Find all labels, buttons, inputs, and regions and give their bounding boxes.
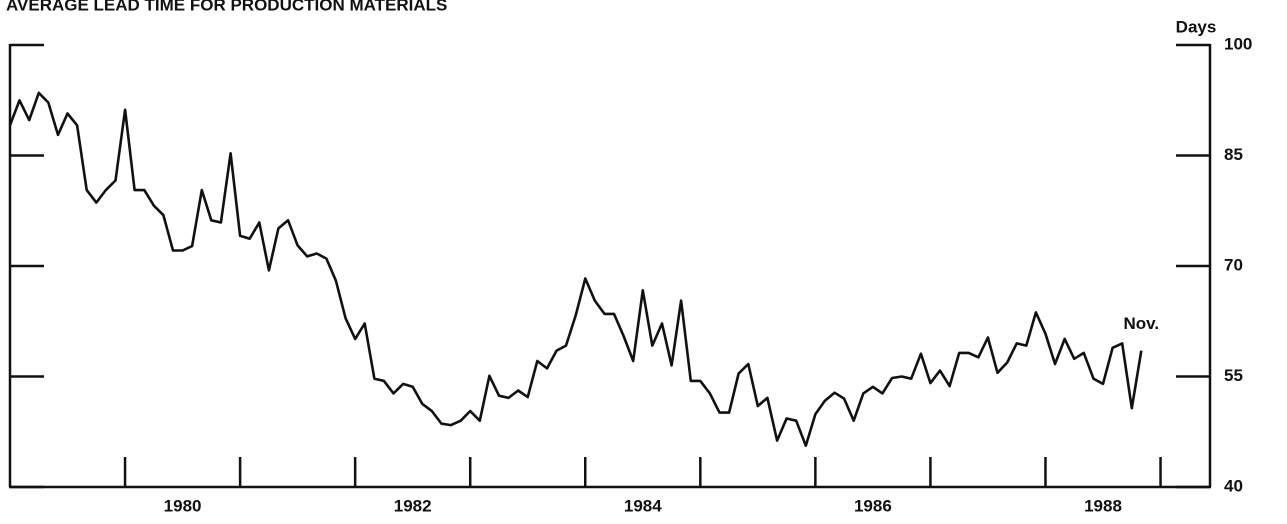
x-tick-label: 1982 [394,496,432,515]
x-tick-label: 1980 [164,496,202,515]
y-tick-label: 55 [1224,366,1243,385]
chart-title: AVERAGE LEAD TIME FOR PRODUCTION MATERIA… [6,0,447,14]
x-tick-label: 1988 [1084,496,1122,515]
y-tick-label: 40 [1224,476,1243,495]
y-tick-label: 70 [1224,255,1243,274]
annotation: Nov. [1124,314,1160,333]
x-tick-label: 1984 [624,496,662,515]
y-axis-label: Days [1176,17,1217,36]
line [8,91,1143,447]
x-tick-label: 1986 [854,496,892,515]
y-tick-label: 85 [1224,145,1243,164]
y-tick-label: 100 [1224,34,1252,53]
